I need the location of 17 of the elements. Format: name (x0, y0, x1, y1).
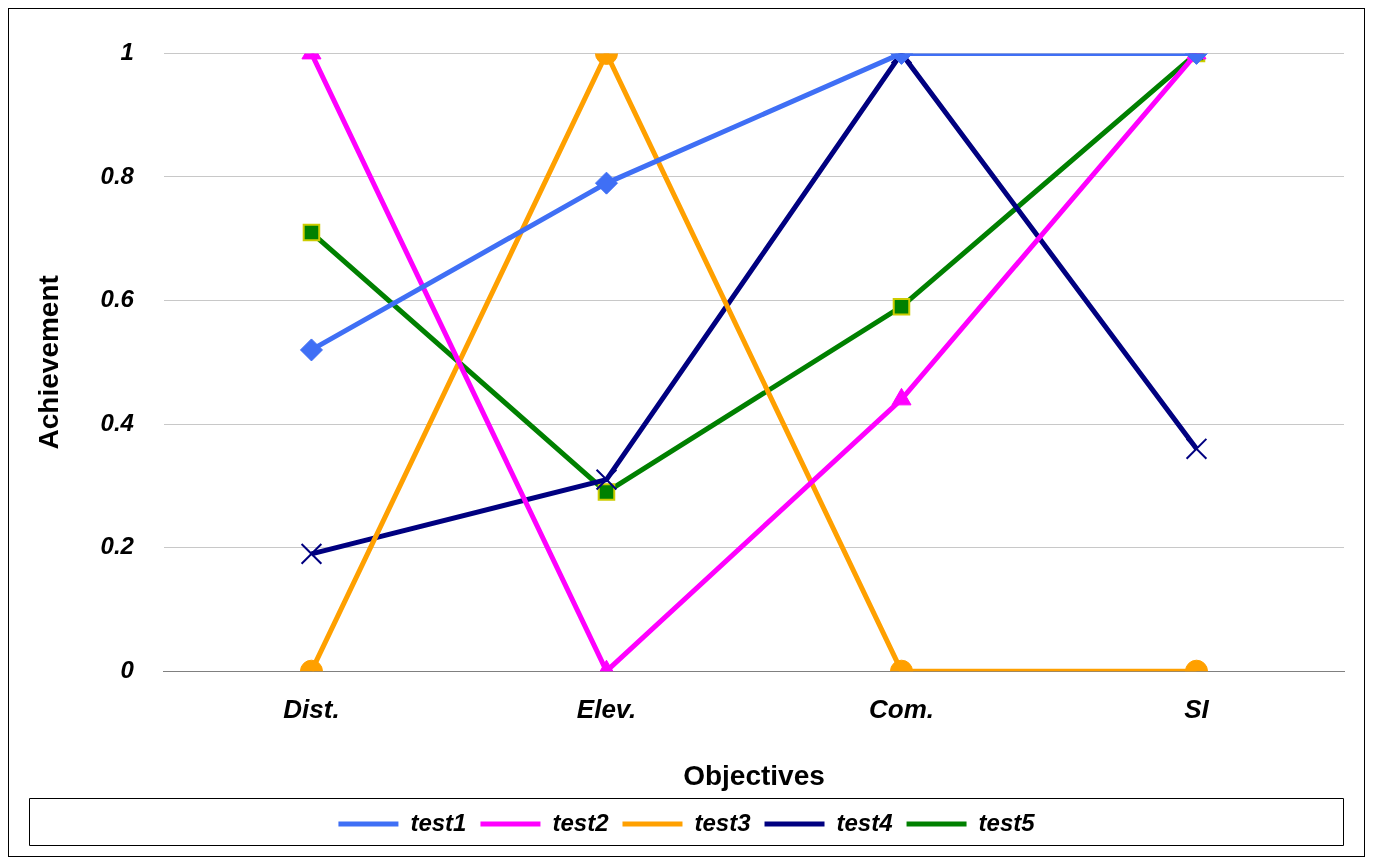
x-axis-title: Objectives (683, 759, 825, 791)
x-tick-label: Com. (868, 693, 934, 724)
x-tick-label: SI (1184, 693, 1210, 724)
y-tick-label: 0.2 (100, 532, 135, 560)
x-tick-label: Elev. (576, 693, 637, 724)
y-tick-label: 1 (120, 38, 134, 66)
y-tick-label: 0 (120, 655, 135, 683)
y-axis-title: Achievement (32, 275, 64, 450)
x-tick-label: Dist. (283, 693, 340, 724)
y-tick-label: 0.8 (100, 161, 135, 189)
legend-label: test5 (978, 808, 1036, 836)
legend-label: test3 (694, 808, 752, 836)
y-tick-label: 0.6 (100, 285, 135, 313)
y-tick-label: 0.4 (100, 408, 134, 436)
legend-label: test1 (410, 808, 467, 836)
legend-label: test4 (836, 808, 893, 836)
legend-label: test2 (552, 808, 610, 836)
